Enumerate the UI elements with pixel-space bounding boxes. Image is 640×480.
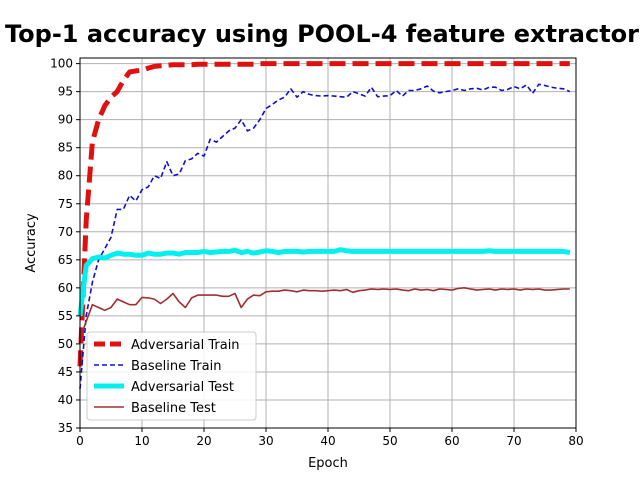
y-tick-label: 35 xyxy=(58,421,73,435)
x-tick-label: 80 xyxy=(568,434,583,448)
y-axis-label: Accuracy xyxy=(24,213,39,273)
y-tick-label: 40 xyxy=(58,393,73,407)
y-tick-label: 75 xyxy=(58,197,73,211)
y-tick-label: 55 xyxy=(58,309,73,323)
series-line-baseline-test xyxy=(79,286,570,339)
y-tick-label: 50 xyxy=(58,337,73,351)
legend-box xyxy=(86,331,257,421)
y-axis-ticks: 35 40 45 50 55 60 65 70 75 80 85 90 95 100 xyxy=(50,57,80,435)
x-tick-label: 60 xyxy=(444,434,459,448)
y-tick-label: 100 xyxy=(50,57,73,71)
y-tick-label: 45 xyxy=(58,365,73,379)
y-tick-label: 80 xyxy=(58,169,73,183)
x-tick-label: 70 xyxy=(506,434,521,448)
x-tick-label: 0 xyxy=(76,434,84,448)
y-tick-label: 65 xyxy=(58,253,73,267)
legend-label-baseline-train: Baseline Train xyxy=(131,359,221,374)
x-tick-label: 20 xyxy=(196,434,211,448)
x-tick-label: 10 xyxy=(134,434,149,448)
y-tick-label: 95 xyxy=(58,85,73,99)
x-axis-ticks: 0 10 20 30 40 50 60 70 80 xyxy=(76,428,584,448)
legend-label-adversarial-train: Adversarial Train xyxy=(131,338,240,353)
x-tick-label: 30 xyxy=(258,434,273,448)
legend-label-adversarial-test: Adversarial Test xyxy=(131,380,234,395)
chart-title: Top-1 accuracy using POOL-4 feature extr… xyxy=(5,20,639,48)
y-tick-label: 90 xyxy=(58,113,73,127)
y-tick-label: 60 xyxy=(58,281,73,295)
x-tick-label: 50 xyxy=(382,434,397,448)
x-tick-label: 40 xyxy=(320,434,335,448)
y-tick-label: 85 xyxy=(58,141,73,155)
legend: Adversarial Train Baseline Train Adversari… xyxy=(86,331,257,421)
series-line-adversarial-train xyxy=(77,61,570,367)
legend-label-baseline-test: Baseline Test xyxy=(131,401,216,416)
x-axis-label: Epoch xyxy=(308,456,348,471)
series-line-adversarial-test xyxy=(77,247,571,317)
series-line-baseline-train xyxy=(79,83,571,389)
series-layer xyxy=(77,61,571,389)
y-tick-label: 70 xyxy=(58,225,73,239)
